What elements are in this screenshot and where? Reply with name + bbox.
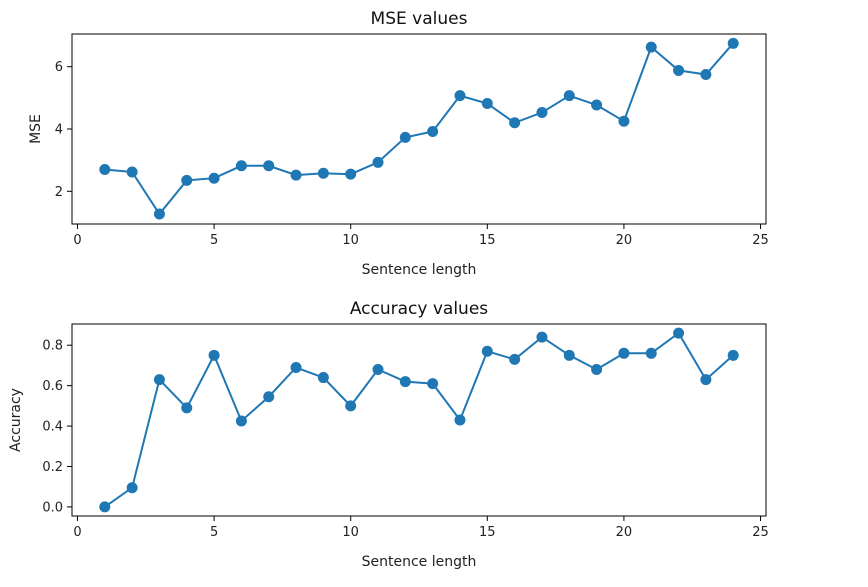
mse-y-tick-label: 6 [55,60,63,75]
mse-data-point [263,160,275,172]
accuracy-data-point [673,327,685,339]
mse-x-axis-label: Sentence length [362,262,477,278]
mse-data-point [591,99,603,111]
mse-chart-title: MSE values [371,9,468,29]
accuracy-data-point [536,331,548,343]
mse-x-tick-label: 10 [342,233,359,248]
mse-data-point [153,208,165,220]
mse-data-point [673,64,685,76]
mse-data-point [454,90,466,102]
mse-data-point [99,163,111,175]
accuracy-data-point [618,347,630,359]
accuracy-data-point [727,349,739,361]
mse-data-point [317,167,329,179]
accuracy-data-point [153,374,165,386]
accuracy-data-point [700,374,712,386]
accuracy-data-point [645,347,657,359]
accuracy-x-tick-label: 0 [73,525,81,540]
accuracy-data-point [208,349,220,361]
accuracy-data-point [263,391,275,403]
accuracy-data-point [563,349,575,361]
accuracy-x-tick-label: 25 [752,525,769,540]
mse-y-axis-label: MSE [28,114,44,144]
accuracy-y-tick-label: 0.0 [42,500,63,515]
accuracy-data-point [399,376,411,388]
mse-data-point [208,172,220,184]
accuracy-y-tick-label: 0.4 [42,420,63,435]
accuracy-x-axis-label: Sentence length [362,554,477,570]
accuracy-data-point [509,353,521,365]
accuracy-data-point [99,501,111,513]
accuracy-data-point [427,378,439,390]
mse-data-point [181,174,193,186]
mse-axes-frame [71,33,767,225]
mse-data-point [372,156,384,168]
mse-y-tick-label: 2 [55,185,63,200]
mse-data-point [618,115,630,127]
mse-x-tick-label: 20 [616,233,633,248]
accuracy-data-point [591,363,603,375]
mse-x-tick-label: 5 [210,233,218,248]
accuracy-data-point [345,400,357,412]
accuracy-data-point [481,345,493,357]
mse-data-point [235,160,247,172]
accuracy-x-tick-label: 20 [616,525,633,540]
accuracy-axes-frame [71,323,767,517]
accuracy-data-point [317,372,329,384]
mse-data-point [645,41,657,53]
accuracy-y-tick-label: 0.2 [42,460,63,475]
mse-data-point [290,169,302,181]
mse-series-line [104,42,734,216]
mse-data-point [563,90,575,102]
mse-data-point [481,97,493,109]
accuracy-data-point [372,363,384,375]
mse-data-point [509,117,521,129]
mse-data-point [727,37,739,49]
accuracy-data-point [126,482,138,494]
accuracy-x-tick-label: 5 [210,525,218,540]
accuracy-data-point [454,414,466,426]
accuracy-data-point [235,415,247,427]
mse-x-tick-label: 25 [752,233,769,248]
accuracy-data-point [181,402,193,414]
mse-data-point [126,166,138,178]
accuracy-series-line [104,331,734,508]
mse-data-point [427,125,439,137]
accuracy-data-point [290,361,302,373]
accuracy-x-tick-label: 10 [342,525,359,540]
accuracy-chart-title: Accuracy values [350,299,488,319]
accuracy-y-axis-label: Accuracy [8,388,24,452]
mse-data-point [536,106,548,118]
mse-data-point [700,68,712,80]
mse-y-tick-label: 4 [55,123,63,138]
mse-data-point [345,168,357,180]
mse-x-tick-label: 15 [479,233,496,248]
accuracy-x-tick-label: 15 [479,525,496,540]
accuracy-y-tick-label: 0.8 [42,339,63,354]
mse-data-point [399,131,411,143]
mse-x-tick-label: 0 [73,233,81,248]
accuracy-y-tick-label: 0.6 [42,379,63,394]
